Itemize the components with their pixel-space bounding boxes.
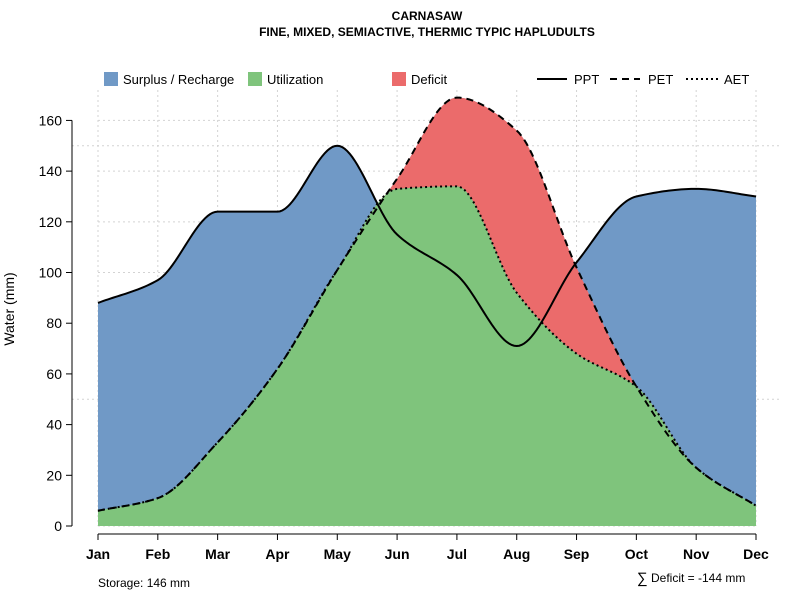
legend-label-aet: AET — [724, 72, 749, 87]
legend-label-deficit: Deficit — [411, 72, 448, 87]
x-tick-label-apr: Apr — [265, 546, 290, 562]
legend-label-ppt: PPT — [574, 72, 599, 87]
y-tick-label-60: 60 — [46, 366, 62, 382]
series-line-ppt — [97, 144, 757, 348]
areas — [98, 97, 756, 526]
legend-label-surplus: Surplus / Recharge — [123, 72, 234, 87]
x-tick-label-feb: Feb — [145, 546, 170, 562]
x-tick-label-sep: Sep — [564, 546, 590, 562]
x-tick-label-oct: Oct — [625, 546, 649, 562]
chart-subtitle: FINE, MIXED, SEMIACTIVE, THERMIC TYPIC H… — [259, 25, 595, 39]
legend-swatch-deficit — [392, 72, 406, 86]
y-tick-label-20: 20 — [46, 467, 62, 483]
deficit-note: Deficit = -144 mm — [651, 571, 745, 585]
sum-symbol: ∑ — [637, 570, 648, 587]
axes: 0 20 40 60 80 100 120 140 160 Jan Feb Mar Apr May Jun J… — [39, 112, 769, 562]
chart-title: CARNASAW — [392, 9, 463, 23]
series-line-aet — [97, 185, 757, 512]
series-lines — [97, 96, 757, 512]
legend-label-utilization: Utilization — [267, 72, 323, 87]
legend-swatch-surplus — [104, 72, 118, 86]
storage-note: Storage: 146 mm — [98, 576, 190, 590]
y-tick-label-100: 100 — [39, 265, 63, 281]
y-tick-label-120: 120 — [39, 214, 63, 230]
legend: Surplus / Recharge Utilization Deficit P… — [104, 72, 749, 87]
x-tick-label-jan: Jan — [86, 546, 110, 562]
x-tick-label-may: May — [324, 546, 351, 562]
x-tick-label-jul: Jul — [447, 546, 467, 562]
deficit-area — [98, 97, 756, 511]
x-tick-label-nov: Nov — [683, 546, 710, 562]
y-axis-label: Water (mm) — [1, 272, 17, 345]
y-tick-label-40: 40 — [46, 417, 62, 433]
y-tick-label-160: 160 — [39, 112, 63, 128]
y-tick-label-140: 140 — [39, 163, 63, 179]
utilization-area — [98, 186, 756, 526]
series-line-pet — [97, 96, 757, 512]
y-tick-label-0: 0 — [54, 518, 62, 534]
legend-label-pet: PET — [648, 72, 673, 87]
legend-swatch-utilization — [248, 72, 262, 86]
x-tick-label-dec: Dec — [743, 546, 769, 562]
x-tick-label-jun: Jun — [385, 546, 410, 562]
x-tick-label-aug: Aug — [503, 546, 530, 562]
x-tick-label-mar: Mar — [205, 546, 230, 562]
y-tick-label-80: 80 — [46, 315, 62, 331]
